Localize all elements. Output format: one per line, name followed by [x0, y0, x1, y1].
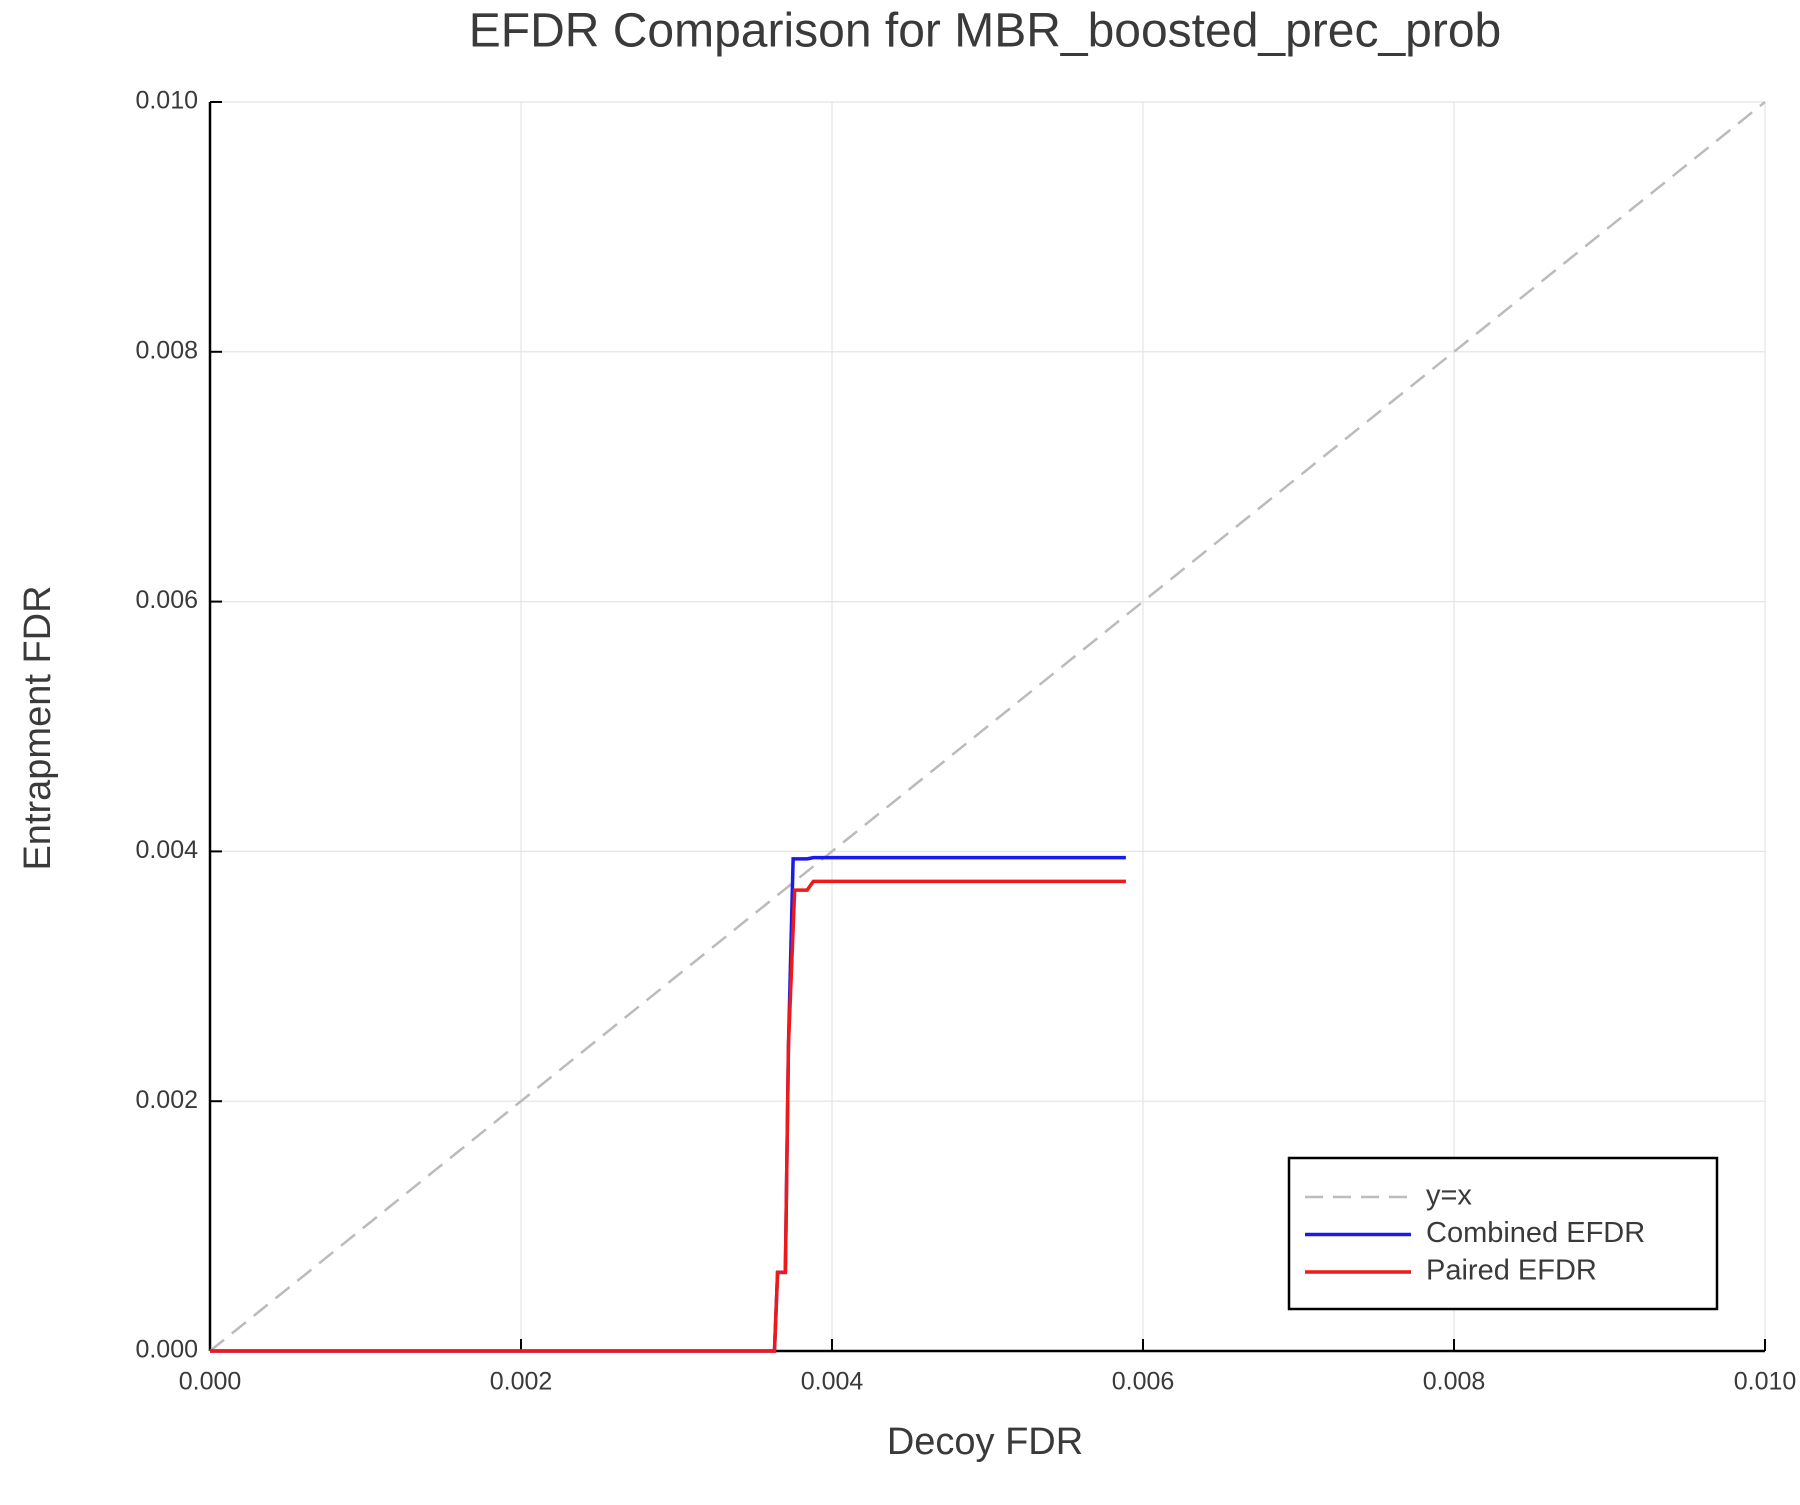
x-axis-label: Decoy FDR: [887, 1421, 1083, 1463]
x-tick-label: 0.000: [179, 1368, 242, 1396]
chart-title: EFDR Comparison for MBR_boosted_prec_pro…: [469, 5, 1501, 58]
legend-label: Combined EFDR: [1426, 1217, 1645, 1249]
y-tick-label: 0.000: [135, 1336, 198, 1364]
series-line: [210, 879, 1126, 1353]
x-tick-label: 0.002: [490, 1368, 553, 1396]
series-line: [210, 855, 1126, 1353]
legend: y=x Combined EFDR Paired EFDR: [1287, 1156, 1719, 1311]
y-tick-label: 0.010: [135, 87, 198, 115]
y-tick-label: 0.006: [135, 586, 198, 614]
y-tick-label: 0.008: [135, 336, 198, 364]
x-tick-label: 0.004: [801, 1368, 864, 1396]
series-line: [209, 101, 1766, 1352]
legend-label: Paired EFDR: [1426, 1255, 1597, 1287]
x-tick-label: 0.008: [1423, 1368, 1486, 1396]
y-tick-label: 0.004: [135, 836, 198, 864]
legend-label: y=x: [1426, 1180, 1472, 1212]
x-tick-label: 0.010: [1734, 1368, 1797, 1396]
y-axis-label: Entrapment FDR: [17, 585, 59, 870]
x-tick-label: 0.006: [1112, 1368, 1175, 1396]
y-tick-label: 0.002: [135, 1086, 198, 1114]
